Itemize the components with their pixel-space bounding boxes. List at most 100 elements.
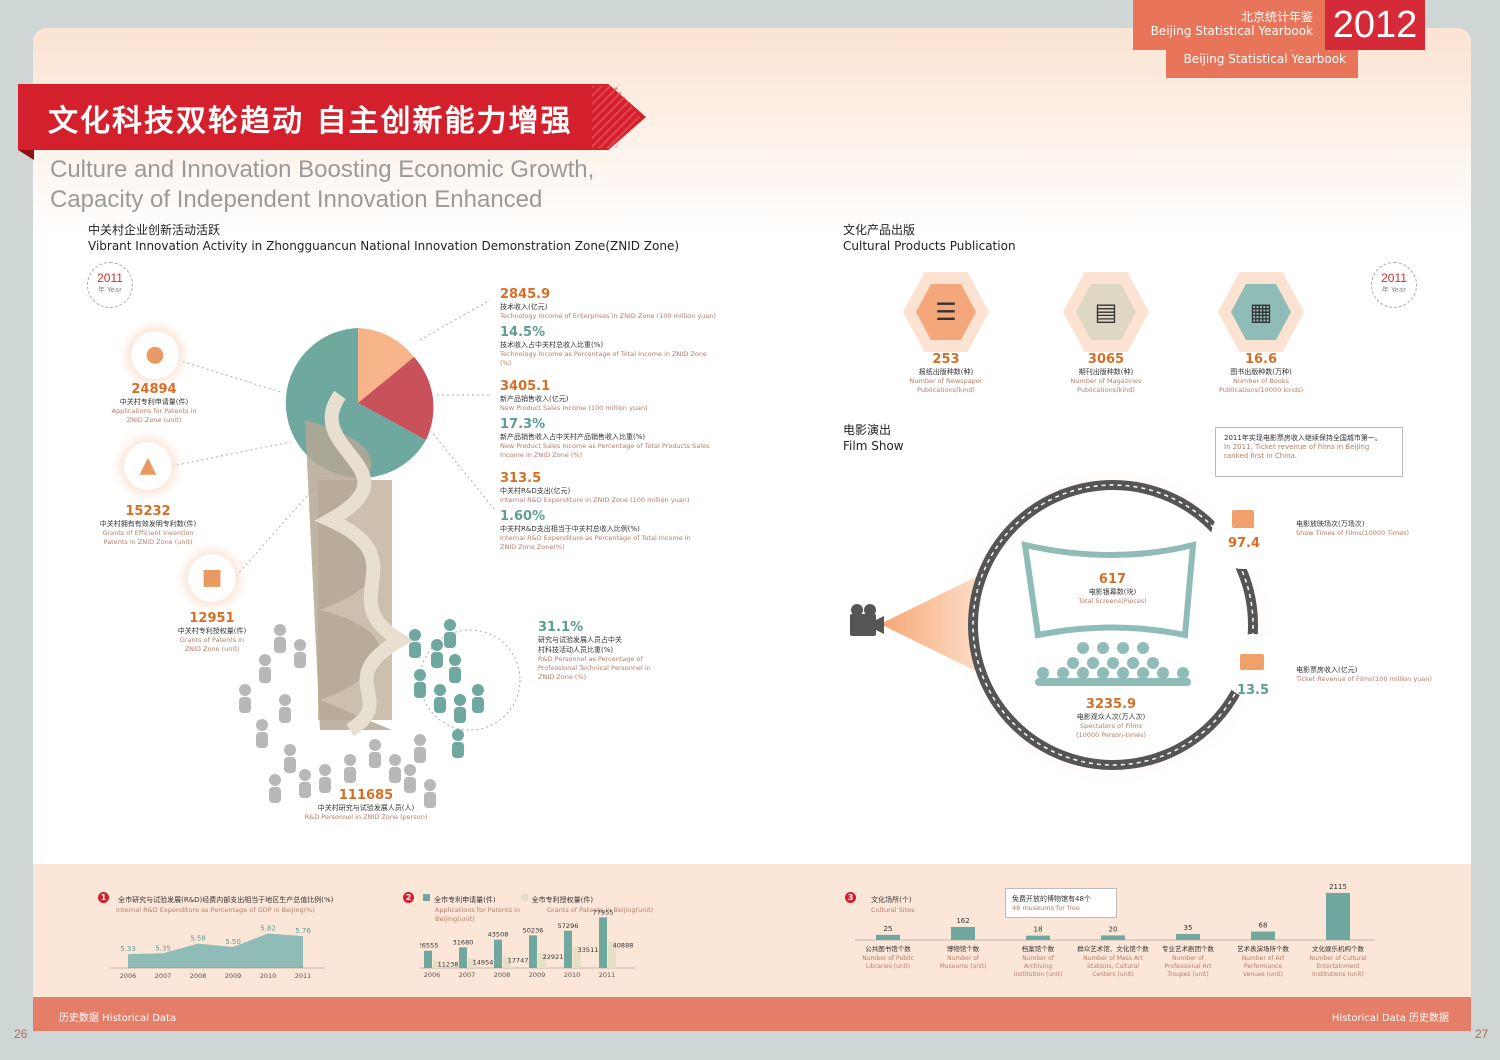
page-number-right: 27 [1475,1027,1489,1041]
newproduct-income-value: 3405.1 [500,379,551,394]
chart2-data-label: 14954 [473,958,494,966]
chart2-data-label: 31680 [453,938,474,946]
rd-personnel-pct-en: R&D Personnel as Percentage of Professio… [538,655,651,681]
left-section-title: 中关村企业创新活动活跃 Vibrant Innovation Activity … [88,222,679,254]
patent-applications-en1: Applications for Patents in [111,407,197,415]
chart3-bar [1026,935,1050,940]
chart2-number: 2 [403,892,414,903]
rd-expenditure-en: Internal R&D Expenditure in ZNID Zone (1… [500,496,690,504]
chart3-category-en2: Entertainment [1316,963,1360,970]
chart1-tick-label: 2011 [295,972,312,980]
footer-bar: 历史数据 Historical Data Historical Data 历史数… [33,997,1471,1031]
left-section-cn: 中关村企业创新活动活跃 [88,223,221,237]
newproduct-income-pct: 17.3% [500,417,546,432]
chart3-number: 3 [845,892,856,903]
chart2-tick-label: 2006 [424,971,441,979]
rd-personnel-pct: 31.1% 研究与试验发展人员占中关 村科技活动人员比重(%) R&D Pers… [538,620,668,682]
chart3-data-label: 2115 [1329,883,1347,891]
film-shows-en: Show Times of Films(10000 Times) [1296,529,1410,537]
magazine-cn: 期刊出版种数(种) [1078,368,1134,376]
projector-beam [880,570,990,678]
film-callout-en: In 2011, Ticket revenue of films in Beij… [1224,443,1370,460]
patent-invention: 15232 中关村拥有有效发明专利数(件) Grants of Efficien… [88,504,208,547]
rd-expenditure-value: 313.5 [500,471,542,486]
film-spectators-en2: (10000 Person-times) [1075,731,1147,739]
legend-applications-en2: Beijing(unit) [435,915,475,923]
book-cn: 图书出版种数(万种) [1230,368,1292,376]
patent-grants-en2: ZNID Zone (unit) [184,645,240,653]
magazine-value: 3065 [1087,352,1125,367]
chart2-data-label: 50236 [523,926,544,934]
right-section-title: 文化产品出版 Cultural Products Publication [843,222,1016,254]
chart3-data-label: 162 [956,917,969,925]
magazine-en1: Number of Magazines [1070,377,1142,385]
book-hex: ▦ [1218,272,1304,352]
chart2-data-label: 77955 [593,908,614,916]
chart2-data-label: 26555 [420,942,438,950]
clapper-icon [1232,510,1254,528]
page-number-left: 26 [14,1027,28,1041]
film-section-title: 电影演出 Film Show [843,422,904,454]
rd-personnel-cn: 中关村研究与试验发展人员(人) [317,804,415,812]
tech-income-en: Technology Income of Enterprises in ZNID… [500,312,716,320]
chart2-bar-grants [573,946,581,968]
film-section-en: Film Show [843,439,904,453]
year-badge-year: 2011 [1381,271,1407,285]
rd-expenditure-cn: 中关村R&D支出(亿元) [500,487,571,495]
tech-income: 2845.9 技术收入(亿元) Technology Income of Ent… [500,287,720,368]
film-revenue: 13.5 [1228,683,1278,698]
book-value: 16.6 [1244,352,1278,367]
film-spectators-value: 3235.9 [1085,697,1137,712]
chart3-category-en1: Number of [947,955,980,962]
patent-grants-en1: Grants of Patents in [179,636,245,644]
chart3-category-en2: Archiving [1024,963,1052,970]
chart2-tick-label: 2010 [564,971,581,979]
chart2-bar-grants [503,956,511,968]
patent-applications-cn: 中关村专利申请量(件) [119,398,189,406]
helix-tower [305,390,415,736]
chart2-tick-label: 2009 [529,971,546,979]
film-screens-cn: 电影银幕数(块) [1088,588,1137,596]
chart2-data-label: 57296 [558,922,579,930]
chart1-data-label: 5.58 [190,935,206,943]
chart2-bar-grants [538,953,546,968]
chart3-category-en1: Number of Art [1242,955,1285,962]
film-shows: 97.4 [1219,536,1269,551]
chart1-data-label: 5.82 [260,925,276,933]
rd-expenditure-pct: 1.60% [500,509,546,524]
chart3-bar [1101,935,1125,940]
chart3-category-cn: 博物馆个数 [947,944,980,953]
film-graphic [850,470,1285,790]
museum-callout: 免费开放的博物馆有48个 48 museums for free [1005,888,1117,918]
chart1-area [128,933,303,968]
film-revenue-value: 13.5 [1236,683,1270,698]
chart2-patents: 2655511238200631680149542007435081774720… [420,908,635,979]
newproduct-income: 3405.1 新产品销售收入(亿元) New Product Sales Inc… [500,379,710,460]
legend-grants-swatch [520,894,528,901]
people-grey [239,624,436,808]
rd-personnel-value: 111685 [338,788,394,803]
chart2-bar-grants [608,941,616,968]
patent-invention-en1: Grants of Efficient Invention [102,529,194,537]
chart1-data-label: 5.33 [120,945,136,953]
chart3-category-en1: Number of Public [862,955,913,962]
film-screens-en: Total Screens(Pieces) [1078,597,1147,605]
book-icon: ▦ [1231,284,1291,340]
chart1-tick-label: 2009 [225,972,242,980]
chart3-category-cn: 公共图书馆个数 [865,944,911,953]
chart1-tick-label: 2008 [190,972,207,980]
year-badge-year: 2011 [97,271,123,285]
newproduct-income-cn: 新产品销售收入(亿元) [500,395,569,403]
connector-lines [171,299,496,577]
patent-invention-cn: 中关村拥有有效发明专利数(件) [99,520,197,528]
chart3-category-en1: Number of Mass Art [1083,955,1143,962]
film-revenue-en: Ticket Revenue of Films(100 million yuan… [1296,675,1432,683]
chart3-category-en1: Number of [1022,955,1055,962]
patent-grants: 12951 中关村专利授权量(件) Grants of Patents in Z… [152,611,272,654]
chart2-data-label: 40888 [613,941,634,949]
chart2-bar-applications [564,930,572,968]
chart3-category-cn: 艺术表演场所个数 [1237,944,1290,953]
patent-applications: 24894 中关村专利申请量(件) Applications for Paten… [94,382,214,425]
book-en1: Number of Books [1232,377,1290,385]
film-callout-cn: 2011年实现电影票房收入继续保持全国城市第一。 [1224,434,1382,442]
